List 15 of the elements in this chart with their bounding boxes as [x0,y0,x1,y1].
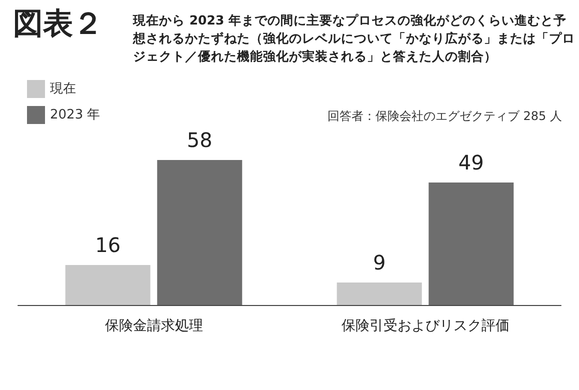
data-label: 49 [458,150,484,174]
legend-label: 現在 [50,82,76,96]
x-tick-label: 保険引受およびリスク評価 [341,318,510,334]
data-label: 16 [95,233,121,257]
bar [336,282,422,305]
chart-title: 図表２ [13,6,103,42]
data-label: 9 [372,250,386,274]
data-label: 58 [186,128,212,152]
bar [157,160,242,305]
legend-label: 2023 年 [50,108,100,122]
bar [65,265,150,305]
bar [428,182,514,305]
text: 回答者：保険会社のエグゼクティブ 285 人 [327,109,562,123]
x-tick-label: 保険金請求処理 [104,318,203,334]
chart-subtitle: 現在から 2023 年までの間に主要なプロセスの強化がどのくらい進むと予想されるかたずねた（強化のレベルについて「かなり広がる」または「プロジェクト／優れた機能強化が実装される」と答えた人の割合） [132,12,575,64]
